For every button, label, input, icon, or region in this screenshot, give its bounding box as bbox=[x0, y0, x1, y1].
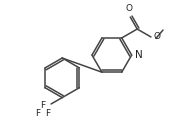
Text: O: O bbox=[126, 4, 133, 13]
Text: F: F bbox=[41, 102, 46, 110]
Text: N: N bbox=[135, 50, 142, 60]
Text: O: O bbox=[154, 32, 161, 42]
Text: F: F bbox=[45, 109, 51, 118]
Text: F: F bbox=[36, 109, 41, 118]
